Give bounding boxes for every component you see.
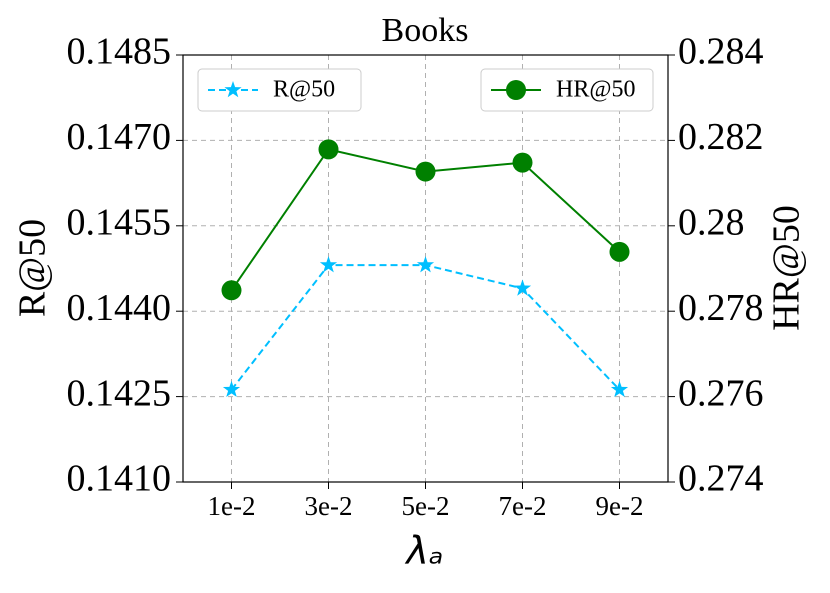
legend-marker [506,80,526,100]
circle-marker [609,241,630,262]
y-tick-label: 0.1455 [67,202,172,244]
legend-label: R@50 [273,77,335,103]
circle-marker [512,152,533,173]
y-tick-label: 0.1470 [67,116,172,158]
y-tick-label: 0.1410 [67,458,172,500]
x-tick-label: 5e-2 [402,491,450,521]
x-tick-label: 3e-2 [305,491,353,521]
y-tick-label: 0.1485 [67,31,172,73]
y-tick-label: 0.1425 [67,372,172,414]
y2-tick-label: 0.274 [678,458,764,500]
star-marker [416,256,435,273]
y2-tick-label: 0.282 [678,116,764,158]
circle-marker [318,139,339,160]
chart-title: Books [382,12,469,49]
y2-tick-label: 0.28 [678,202,745,244]
y2-axis-label: HR@50 [766,205,808,331]
legend-box [480,68,654,112]
x-tick-label: 9e-2 [596,491,644,521]
y2-tick-label: 0.276 [678,372,764,414]
star-marker [513,279,532,296]
star-marker [222,380,241,397]
legend-marker [224,81,242,98]
star-marker [610,380,629,397]
y2-tick-label: 0.284 [678,31,764,73]
y-tick-label: 0.1440 [67,287,172,329]
x-axis-label: λₐ [404,529,443,573]
legend-box [197,68,362,112]
y-axis-label: R@50 [12,219,54,317]
x-tick-label: 1e-2 [208,491,256,521]
circle-marker [221,280,242,301]
y2-tick-label: 0.278 [678,287,764,329]
plot-frame [182,54,669,483]
legend-label: HR@50 [556,77,635,103]
circle-marker [415,161,436,182]
x-tick-label: 7e-2 [499,491,547,521]
star-marker [319,256,338,273]
